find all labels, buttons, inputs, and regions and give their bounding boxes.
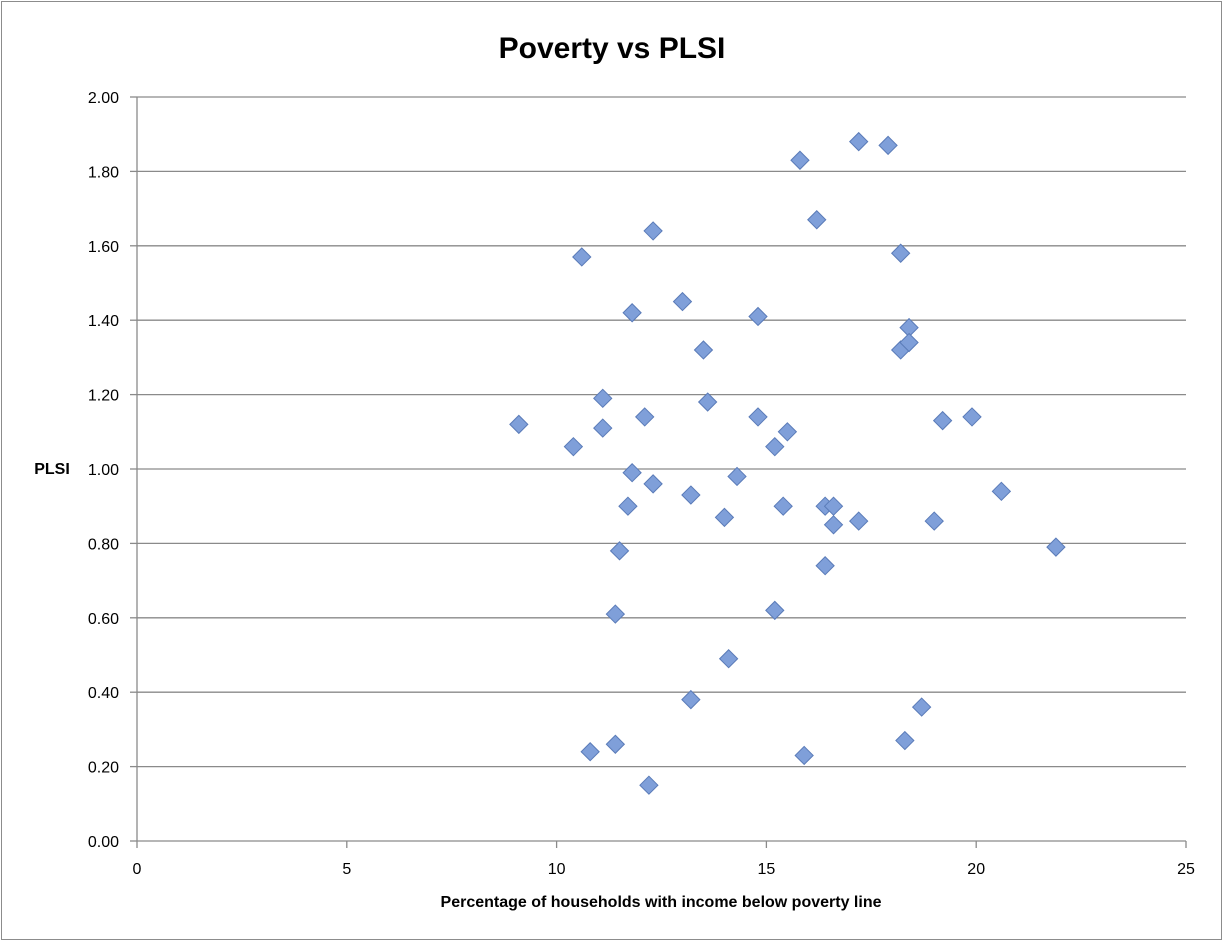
y-tick-label: 1.60 <box>88 239 119 256</box>
data-point <box>896 732 914 750</box>
x-tick-label: 25 <box>1177 861 1195 878</box>
x-tick-label: 10 <box>548 861 566 878</box>
data-point <box>673 293 691 311</box>
data-point <box>694 341 712 359</box>
data-point <box>963 408 981 426</box>
data-point <box>606 605 624 623</box>
data-point <box>766 601 784 619</box>
data-point <box>619 497 637 515</box>
data-point <box>623 304 641 322</box>
data-point <box>611 542 629 560</box>
y-tick-label: 0.20 <box>88 760 119 777</box>
data-point <box>594 389 612 407</box>
data-point <box>699 393 717 411</box>
data-point <box>510 415 528 433</box>
data-point <box>573 248 591 266</box>
data-point <box>778 423 796 441</box>
data-point <box>791 151 809 169</box>
data-point <box>715 508 733 526</box>
data-point <box>594 419 612 437</box>
y-tick-label: 0.40 <box>88 685 119 702</box>
data-point <box>808 211 826 229</box>
data-point <box>623 464 641 482</box>
data-point <box>728 467 746 485</box>
axes <box>137 97 1186 848</box>
y-tick-label: 1.40 <box>88 313 119 330</box>
data-point <box>682 486 700 504</box>
data-point <box>749 408 767 426</box>
data-point <box>850 133 868 151</box>
x-tick-labels: 0 5 10 15 20 25 <box>133 861 1195 878</box>
data-point <box>774 497 792 515</box>
data-point <box>850 512 868 530</box>
data-point <box>564 438 582 456</box>
data-point <box>795 746 813 764</box>
data-point <box>581 743 599 761</box>
y-tick-labels: 0.00 0.20 0.40 0.60 0.80 1.00 1.20 1.40 1.60 1.80… <box>88 90 119 851</box>
y-tick-label: 1.20 <box>88 388 119 405</box>
y-tick-label: 0.60 <box>88 611 119 628</box>
x-tick-label: 15 <box>758 861 776 878</box>
data-point <box>766 438 784 456</box>
data-point <box>892 244 910 262</box>
data-point <box>816 557 834 575</box>
data-point <box>682 691 700 709</box>
data-point <box>644 475 662 493</box>
data-point <box>825 516 843 534</box>
y-axis-label: PLSI <box>34 461 70 478</box>
data-point <box>934 412 952 430</box>
scatter-chart: Poverty vs PLSI 0.00 0.20 0.40 0.60 0.80 1.00… <box>0 0 1225 943</box>
grid-lines <box>130 97 1186 841</box>
data-points <box>510 133 1065 795</box>
x-axis-label: Percentage of households with income bel… <box>441 894 882 911</box>
chart-title: Poverty vs PLSI <box>499 32 726 65</box>
data-point <box>720 650 738 668</box>
y-tick-label: 1.80 <box>88 164 119 181</box>
y-tick-label: 0.80 <box>88 536 119 553</box>
x-tick-label: 0 <box>133 861 142 878</box>
x-tick-label: 5 <box>342 861 351 878</box>
data-point <box>913 698 931 716</box>
data-point <box>1047 538 1065 556</box>
data-point <box>644 222 662 240</box>
data-point <box>640 776 658 794</box>
data-point <box>636 408 654 426</box>
x-tick-label: 20 <box>967 861 985 878</box>
data-point <box>925 512 943 530</box>
data-point <box>606 735 624 753</box>
y-tick-label: 1.00 <box>88 462 119 479</box>
data-point <box>879 136 897 154</box>
data-point <box>749 307 767 325</box>
y-tick-label: 0.00 <box>88 834 119 851</box>
y-tick-label: 2.00 <box>88 90 119 107</box>
data-point <box>992 482 1010 500</box>
